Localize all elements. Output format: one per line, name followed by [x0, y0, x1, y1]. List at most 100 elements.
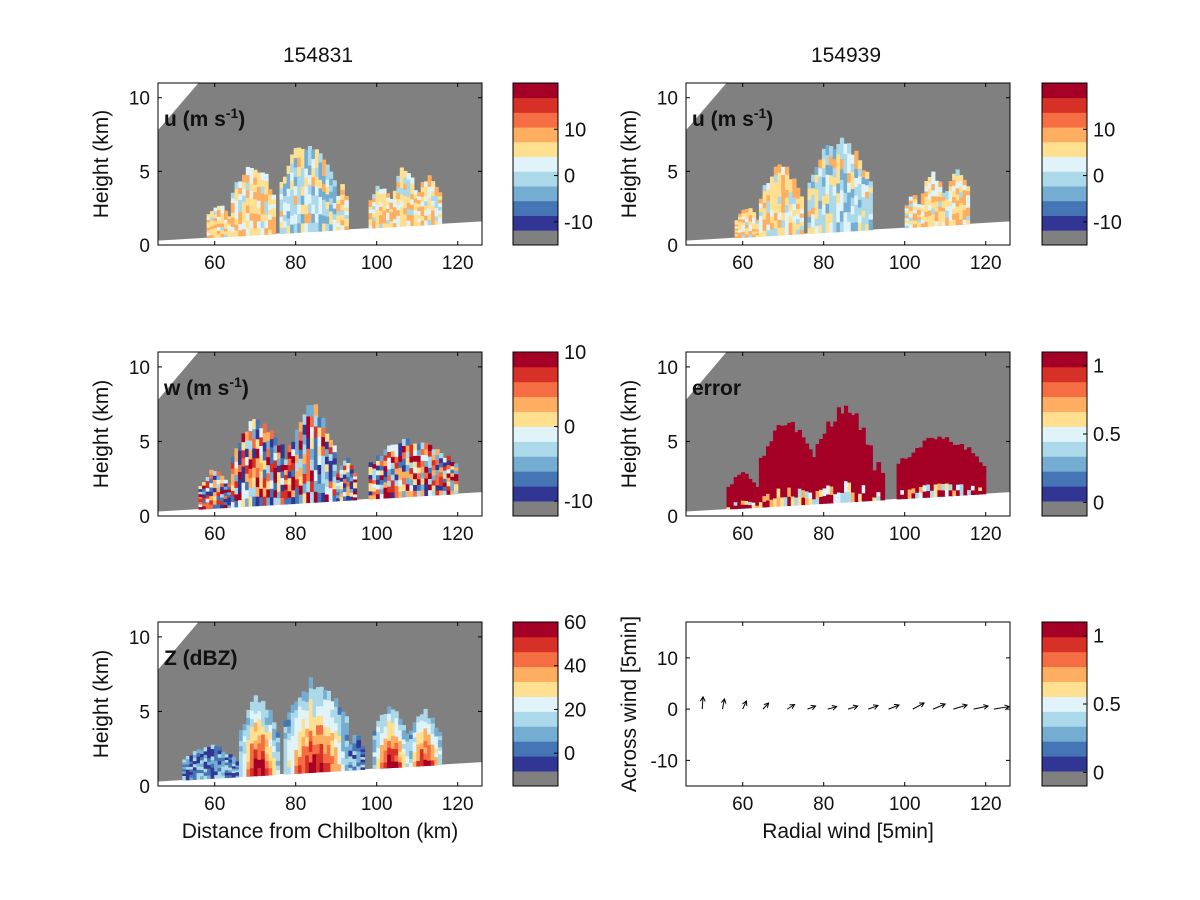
data-pixel	[423, 734, 428, 741]
data-pixel	[734, 233, 739, 237]
colorbar-swatch	[1042, 366, 1087, 383]
data-pixel	[248, 487, 253, 498]
colorbar-swatch	[513, 622, 558, 638]
data-pixel	[386, 204, 391, 209]
data-pixel	[822, 464, 827, 473]
data-pixel	[224, 216, 229, 220]
data-pixel	[323, 744, 328, 754]
data-pixel	[321, 436, 326, 447]
data-pixel	[738, 213, 743, 217]
data-pixel	[185, 756, 190, 760]
data-pixel	[908, 200, 914, 204]
data-pixel	[182, 759, 187, 763]
data-pixel	[442, 478, 448, 483]
axes-frame	[685, 621, 1011, 787]
data-pixel	[424, 478, 429, 485]
data-pixel	[797, 429, 802, 439]
data-pixel	[752, 223, 757, 227]
data-pixel	[847, 201, 852, 213]
data-pixel	[854, 159, 859, 170]
x-tick-label: 120	[970, 253, 1002, 274]
data-pixel	[360, 746, 366, 750]
data-pixel	[818, 216, 823, 226]
data-pixel	[223, 482, 228, 487]
colorbar-swatch	[513, 426, 558, 442]
x-tick-label: 80	[813, 253, 834, 274]
data-pixel	[311, 185, 316, 196]
data-pixel	[344, 195, 349, 201]
colorbar-swatch	[513, 741, 558, 757]
data-pixel	[783, 487, 788, 498]
data-pixel	[283, 176, 288, 184]
data-pixel	[781, 197, 786, 206]
colorbar-tick-label: -10	[564, 212, 593, 234]
data-pixel	[279, 227, 284, 234]
data-pixel	[352, 762, 357, 767]
data-pixel	[239, 761, 244, 767]
data-pixel	[434, 731, 439, 737]
colorbar-tick-label: 0.5	[1093, 694, 1121, 716]
data-pixel	[794, 432, 799, 441]
data-pixel	[192, 766, 197, 771]
data-pixel	[340, 209, 345, 216]
data-pixel	[198, 491, 203, 495]
data-pixel	[302, 434, 307, 445]
data-pixel	[781, 219, 786, 228]
data-pixel	[812, 498, 817, 505]
data-pixel	[777, 219, 782, 228]
data-pixel	[339, 481, 344, 486]
colorbar-swatch	[513, 636, 558, 653]
data-pixel	[220, 216, 225, 221]
data-pixel	[280, 497, 285, 505]
data-pixel	[277, 471, 282, 479]
data-pixel	[348, 758, 353, 763]
data-pixel	[228, 761, 233, 766]
data-pixel	[911, 482, 916, 489]
data-pixel	[294, 733, 299, 742]
data-pixel	[266, 488, 271, 498]
data-pixel	[762, 455, 767, 463]
data-pixel	[839, 168, 845, 180]
data-pixel	[868, 192, 873, 199]
data-pixel	[246, 761, 251, 770]
data-pixel	[825, 154, 830, 165]
x-tick-label: 100	[889, 253, 921, 274]
data-pixel	[238, 187, 243, 195]
data-pixel	[948, 205, 953, 211]
data-pixel	[221, 757, 226, 761]
data-pixel	[801, 474, 806, 483]
data-pixel	[755, 221, 760, 224]
data-pixel	[788, 228, 793, 235]
data-pixel	[231, 763, 236, 767]
data-pixel	[843, 211, 848, 222]
data-pixel	[801, 459, 806, 468]
data-pixel	[790, 477, 795, 488]
data-pixel	[325, 433, 330, 442]
data-pixel	[812, 477, 817, 484]
data-pixel	[234, 474, 239, 482]
data-pixel	[334, 730, 339, 740]
data-pixel	[343, 496, 347, 501]
data-pixel	[287, 490, 292, 498]
data-pixel	[217, 212, 222, 217]
data-pixel	[396, 175, 401, 183]
data-pixel	[918, 447, 924, 454]
data-pixel	[339, 465, 344, 470]
data-pixel	[807, 227, 812, 234]
data-pixel	[227, 229, 232, 233]
data-pixel	[308, 708, 313, 721]
data-pixel	[918, 486, 924, 493]
data-pixel	[836, 144, 841, 155]
data-pixel	[203, 771, 208, 776]
storm-cell	[758, 164, 804, 237]
data-pixel	[413, 467, 418, 474]
data-pixel	[340, 224, 345, 231]
data-pixel	[401, 748, 406, 754]
data-pixel	[301, 736, 306, 747]
data-pixel	[978, 469, 983, 474]
data-pixel	[250, 751, 255, 760]
data-pixel	[224, 754, 229, 758]
data-pixel	[821, 213, 827, 224]
data-pixel	[918, 458, 924, 465]
